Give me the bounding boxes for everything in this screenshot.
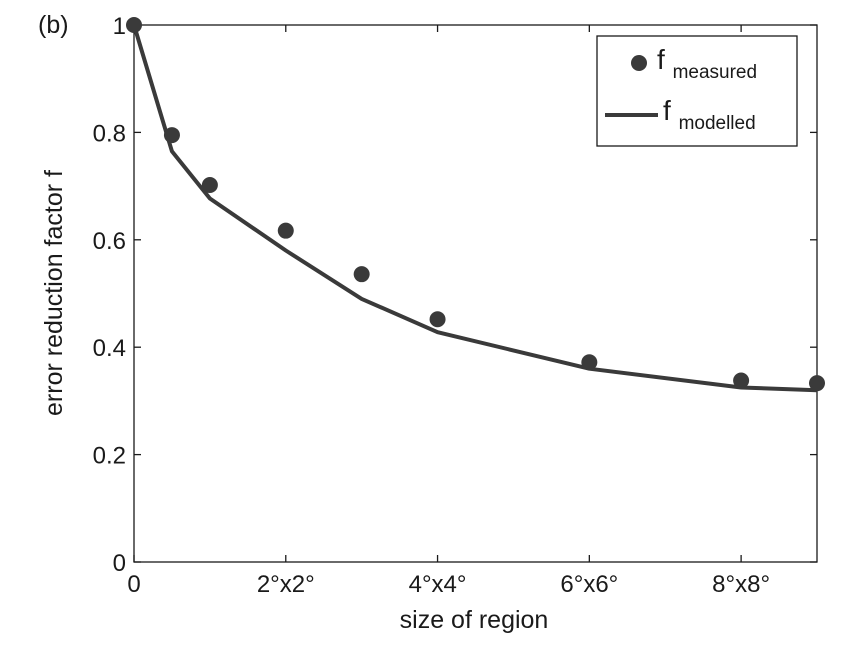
measured-point bbox=[163, 127, 180, 144]
legend-label-measured-base: f bbox=[657, 44, 665, 75]
y-tick-label: 0.8 bbox=[93, 120, 126, 147]
x-tick-label: 6°x6° bbox=[560, 571, 618, 598]
measured-point bbox=[809, 375, 825, 392]
measured-point bbox=[201, 177, 218, 194]
y-tick-label: 0 bbox=[113, 550, 126, 577]
x-tick-label: 8°x8° bbox=[712, 571, 770, 598]
y-tick-label: 0.6 bbox=[93, 228, 126, 255]
legend-marker-measured bbox=[631, 55, 647, 71]
measured-point bbox=[581, 354, 598, 371]
panel-label: (b) bbox=[38, 11, 69, 39]
x-tick-label: 0 bbox=[127, 571, 140, 598]
x-tick-label: 2°x2° bbox=[257, 571, 315, 598]
modelled-line bbox=[132, 24, 818, 393]
y-tick-label: 0.4 bbox=[93, 335, 126, 362]
legend-box bbox=[596, 35, 798, 147]
measured-point bbox=[277, 222, 294, 239]
svg-text:f measured: f measured bbox=[657, 44, 757, 83]
measured-point bbox=[429, 311, 446, 328]
legend-label-modelled-sub: modelled bbox=[679, 113, 756, 134]
legend-label-modelled-base: f bbox=[663, 95, 671, 126]
measured-point bbox=[733, 372, 750, 389]
x-axis-title: size of region bbox=[400, 606, 549, 634]
axis-ticks: 0 2°x2° 4°x4° 6°x6° 8°x8° 0 0.2 0.4 0.6 0.8 1 bbox=[93, 13, 817, 598]
measured-point bbox=[126, 17, 142, 33]
legend-label-measured-sub: measured bbox=[673, 62, 758, 83]
plot-frame bbox=[133, 24, 818, 563]
measured-point bbox=[353, 266, 370, 283]
y-tick-label: 1 bbox=[113, 13, 126, 40]
x-tick-label: 4°x4° bbox=[409, 571, 467, 598]
svg-text:f modelled: f modelled bbox=[663, 95, 756, 134]
chart-legend: f measured f modelled bbox=[596, 35, 798, 147]
y-tick-label: 0.2 bbox=[93, 443, 126, 470]
y-axis-title: error reduction factor f bbox=[40, 170, 68, 416]
series-layer bbox=[126, 17, 825, 393]
